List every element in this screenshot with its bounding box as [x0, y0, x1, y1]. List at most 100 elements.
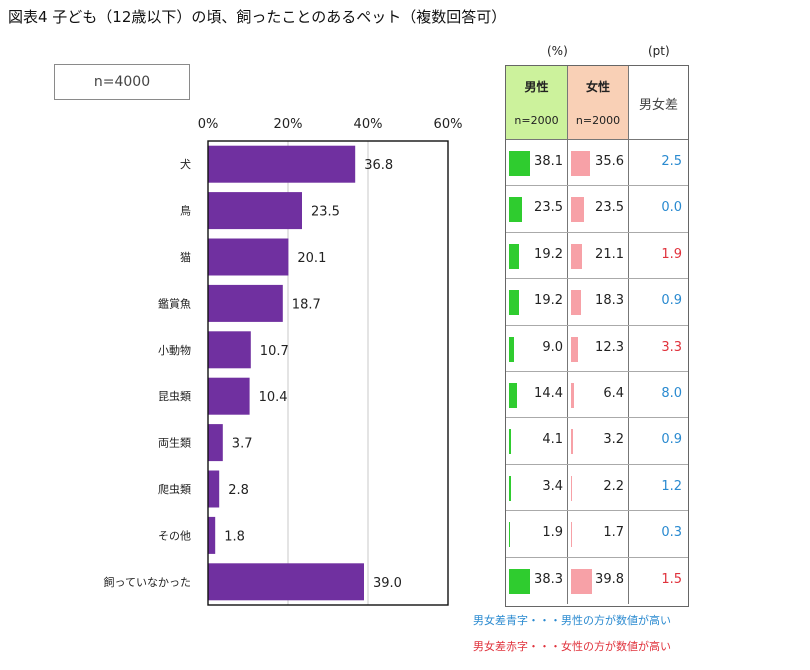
x-tick-label-1: 0%: [198, 117, 219, 132]
diff-cell: 1.2: [629, 465, 688, 510]
female-bar: [571, 568, 593, 594]
sample-size-box: n=4000: [54, 64, 190, 100]
table-row: 14.4 6.4 8.0: [506, 372, 688, 419]
bar-2: [208, 192, 302, 230]
male-cell: 14.4: [506, 372, 568, 418]
female-cell: 21.1: [568, 232, 629, 279]
male-value: 1.9: [542, 525, 563, 541]
female-bar: [571, 290, 581, 316]
female-value: 3.2: [603, 432, 624, 448]
category-label-8: 爬虫類: [158, 483, 191, 496]
female-sample-size: n=2000: [575, 114, 621, 127]
table-row: 38.1 35.6 2.5: [506, 140, 688, 187]
diff-value: 0.9: [661, 432, 682, 448]
diff-value: 0.9: [661, 293, 682, 309]
note-blue-legend: 男女差青字・・・男性の方が数値が高い: [473, 614, 671, 627]
diff-cell: 0.0: [629, 186, 688, 231]
bar-8: [208, 470, 220, 508]
table-row: 9.0 12.3 3.3: [506, 325, 688, 372]
female-cell: 1.7: [568, 511, 629, 557]
male-value: 38.3: [534, 571, 563, 587]
male-cell: 1.9: [506, 511, 568, 557]
diff-value: 1.9: [661, 246, 682, 262]
female-value: 18.3: [595, 293, 624, 309]
note-red-legend: 男女差赤字・・・女性の方が数値が高い: [473, 640, 671, 653]
page-title: 図表4 子ども（12歳以下）の頃、飼ったことのあるペット（複数回答可）: [8, 8, 507, 26]
table-row: 19.2 18.3 0.9: [506, 279, 688, 326]
diff-value: 2.5: [661, 154, 682, 169]
female-header: 女性 n=2000: [568, 66, 629, 140]
data-label-3: 20.1: [297, 251, 326, 266]
female-cell: 35.6: [568, 140, 629, 186]
female-value: 1.7: [603, 525, 624, 541]
female-bar: [571, 383, 575, 408]
female-cell: 23.5: [568, 186, 629, 232]
category-label-3: 猫: [180, 251, 191, 264]
diff-value: 8.0: [661, 386, 682, 401]
plot-frame: [207, 140, 449, 606]
male-cell: 19.2: [506, 232, 568, 279]
female-header-label: 女性: [585, 80, 610, 94]
male-cell: 38.3: [506, 557, 568, 604]
bar-7: [208, 424, 223, 462]
bar-4: [208, 284, 283, 322]
male-sample-size: n=2000: [514, 114, 559, 127]
male-value: 3.4: [542, 478, 563, 494]
category-label-10: 飼っていなかった: [104, 575, 191, 589]
female-value: 39.8: [595, 571, 624, 587]
male-cell: 19.2: [506, 279, 568, 325]
data-label-4: 18.7: [292, 297, 321, 312]
table-row: 1.9 1.7 0.3: [506, 511, 688, 558]
x-tick-label-2: 20%: [274, 117, 303, 132]
diff-value: 3.3: [661, 339, 682, 355]
data-label-5: 10.7: [260, 344, 289, 359]
diff-cell: 8.0: [629, 372, 688, 417]
data-label-8: 2.8: [228, 483, 249, 498]
bar-5: [208, 331, 251, 369]
male-cell: 4.1: [506, 418, 568, 464]
male-bar: [509, 475, 511, 501]
female-value: 35.6: [595, 154, 624, 169]
female-bar: [571, 522, 572, 548]
x-tick-label-4: 60%: [434, 117, 463, 132]
diff-value: 1.5: [661, 571, 682, 587]
category-label-2: 鳥: [180, 204, 191, 218]
male-cell: 9.0: [506, 325, 568, 371]
data-label-7: 3.7: [232, 437, 253, 452]
diff-cell: 0.9: [629, 279, 688, 324]
male-bar: [509, 336, 514, 362]
category-label-4: 鑑賞魚: [158, 296, 191, 310]
data-label-2: 23.5: [311, 205, 340, 220]
table-row: 4.1 3.2 0.9: [506, 418, 688, 465]
table-row: 23.5 23.5 0.0: [506, 186, 688, 233]
data-label-6: 10.4: [259, 390, 288, 405]
male-bar: [509, 429, 512, 455]
male-bar: [509, 151, 530, 176]
data-label-10: 39.0: [373, 576, 402, 591]
bar-10: [208, 563, 364, 601]
female-bar: [571, 243, 583, 269]
diff-value: 1.2: [661, 478, 682, 494]
female-cell: 12.3: [568, 325, 629, 371]
female-value: 23.5: [595, 200, 624, 216]
category-label-5: 小動物: [158, 343, 191, 357]
female-cell: 18.3: [568, 279, 629, 325]
data-label-9: 1.8: [224, 529, 245, 544]
data-label-1: 36.8: [364, 158, 393, 173]
category-label-6: 昆虫類: [158, 390, 191, 403]
diff-cell: 1.5: [629, 558, 688, 604]
diff-cell: 0.9: [629, 418, 688, 463]
male-cell: 23.5: [506, 186, 568, 232]
male-value: 38.1: [534, 154, 563, 169]
diff-value: 0.0: [661, 200, 682, 216]
bar-9: [208, 516, 216, 554]
male-value: 9.0: [542, 339, 563, 355]
bar-1: [208, 145, 356, 183]
female-cell: 6.4: [568, 372, 629, 418]
diff-cell: 1.9: [629, 233, 688, 278]
category-label-7: 両生類: [158, 436, 191, 450]
male-value: 19.2: [534, 246, 563, 262]
unit-percent-label: (%): [547, 44, 568, 58]
female-bar: [571, 475, 573, 501]
bar-6: [208, 377, 250, 415]
